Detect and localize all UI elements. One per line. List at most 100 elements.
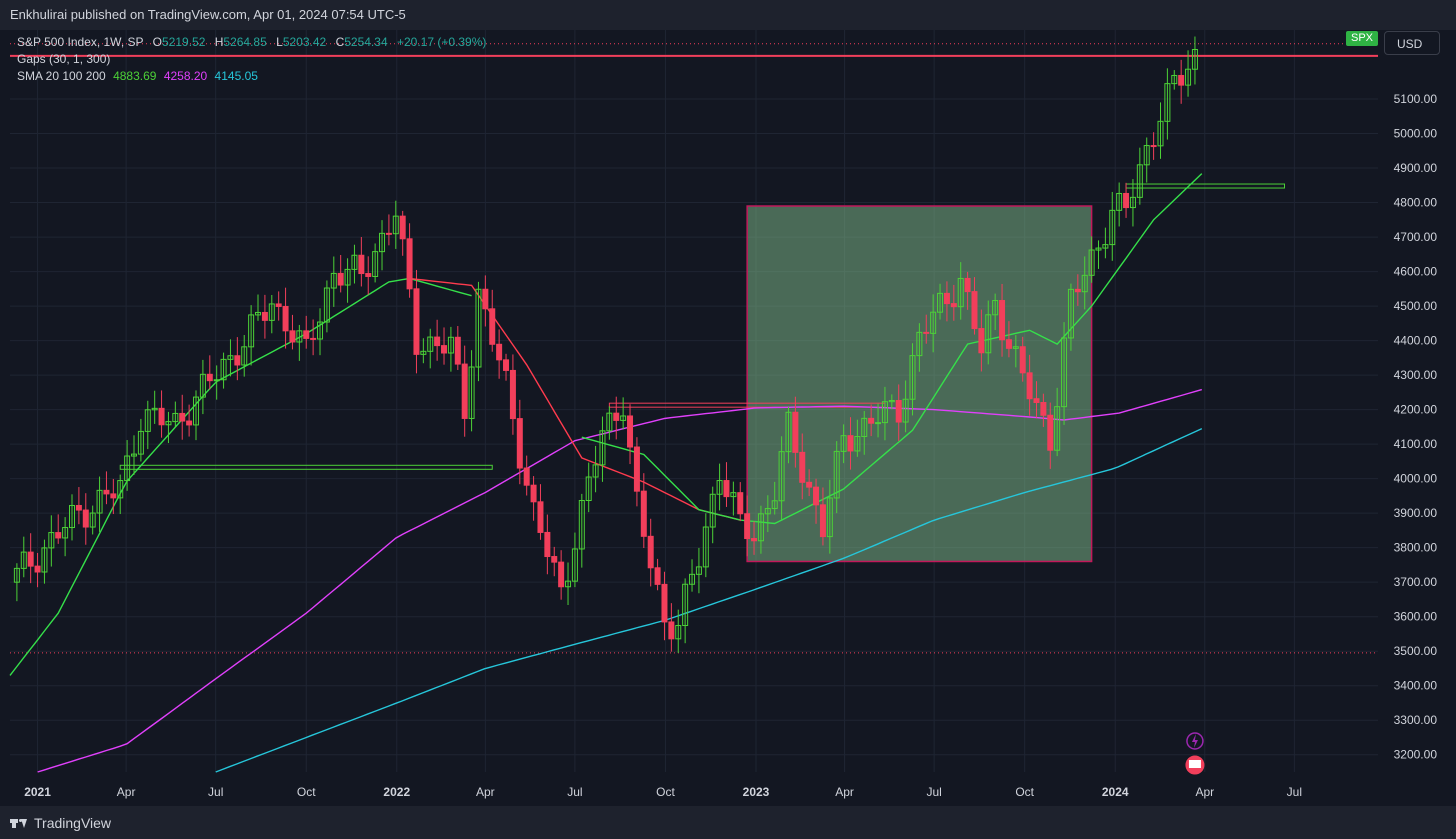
candle-body — [565, 580, 572, 588]
candle — [199, 359, 206, 415]
candle-body — [468, 366, 475, 419]
candle-body — [1157, 120, 1164, 147]
candle-body — [950, 303, 957, 308]
candle-body — [117, 480, 124, 499]
candle-body — [310, 337, 317, 340]
candle — [255, 294, 262, 321]
tradingview-logo-icon — [10, 817, 28, 829]
candle-body — [317, 321, 324, 340]
price-tick-label: 4600.00 — [1394, 265, 1438, 279]
candle — [310, 319, 317, 356]
lightning-event-icon — [1186, 732, 1204, 750]
candle — [833, 441, 840, 514]
candle-body — [255, 311, 262, 316]
symbol-badge: SPX — [1346, 31, 1378, 46]
candle-body — [372, 251, 379, 277]
legend-gaps-row[interactable]: Gaps (30, 1, 300) — [17, 51, 486, 68]
candle-body — [1171, 74, 1178, 85]
candle-body — [158, 407, 165, 426]
brand-bar: TradingView — [0, 806, 1456, 839]
candle-body — [441, 345, 448, 354]
candle — [1164, 68, 1171, 140]
legend-open-label: O — [152, 35, 162, 49]
candle — [420, 338, 427, 364]
candle — [1185, 50, 1192, 97]
candle-body — [55, 532, 62, 539]
candle — [1123, 182, 1130, 218]
candle — [365, 256, 372, 295]
candle-body — [358, 254, 365, 275]
candle — [1074, 274, 1081, 306]
candle — [689, 559, 696, 592]
candle-body — [999, 300, 1006, 341]
candle — [358, 237, 365, 287]
candle-body — [96, 489, 103, 514]
candle — [578, 493, 585, 568]
legend-ohlc-row[interactable]: S&P 500 Index, 1W, SP O5219.52 H5264.85 … — [17, 34, 486, 51]
candle-body — [819, 504, 826, 538]
candle — [937, 283, 944, 320]
candle — [1129, 179, 1136, 227]
candle — [633, 437, 640, 507]
candle — [1081, 256, 1088, 310]
currency-button[interactable]: USD — [1384, 31, 1440, 55]
candle-body — [785, 411, 792, 453]
candle-body — [647, 535, 654, 569]
candle-body — [599, 430, 606, 466]
candle — [20, 536, 27, 578]
candle — [516, 399, 523, 485]
candle — [503, 353, 510, 381]
price-tick-label: 3200.00 — [1394, 748, 1438, 762]
candle-body — [434, 336, 441, 347]
candle-body — [840, 435, 847, 452]
candle-body — [861, 417, 868, 437]
candle — [799, 433, 806, 500]
candle — [137, 418, 144, 462]
candle — [730, 481, 737, 516]
candle — [482, 275, 489, 327]
candle — [675, 609, 682, 653]
candle-body — [186, 420, 193, 426]
candle — [992, 293, 999, 331]
legend-high-label: H — [214, 35, 224, 49]
candle — [971, 277, 978, 335]
candle — [13, 563, 20, 602]
candle-body — [689, 573, 696, 585]
candle-body — [296, 330, 303, 343]
candle — [151, 390, 158, 424]
candle — [427, 328, 434, 369]
candle-body — [1040, 401, 1047, 416]
price-chart[interactable]: 3200.00 3300.00 3400.00 3500.00 3600.00 3700.… — [0, 30, 1456, 806]
candle — [165, 411, 172, 444]
candle — [682, 578, 689, 644]
candle-body — [227, 355, 234, 360]
candle-body — [799, 451, 806, 483]
candle — [193, 390, 200, 441]
candle — [131, 435, 138, 475]
candle — [1143, 137, 1150, 183]
time-tick-label: 2023 — [743, 785, 770, 799]
candle-body — [27, 551, 34, 567]
legend-sma-row[interactable]: SMA 20 100 200 4883.69 4258.20 4145.05 — [17, 68, 486, 85]
candle — [999, 283, 1006, 357]
candle-body — [124, 455, 131, 482]
candle-body — [613, 412, 620, 421]
candle-body — [482, 288, 489, 310]
candle — [957, 262, 964, 320]
price-tick-label: 4800.00 — [1394, 196, 1438, 210]
candle-body — [427, 336, 434, 352]
candle-body — [930, 311, 937, 334]
candle — [179, 394, 186, 440]
candle-body — [895, 400, 902, 423]
candle-body — [943, 292, 950, 305]
candle — [1054, 387, 1061, 457]
candle-body — [571, 548, 578, 582]
candle — [875, 403, 882, 438]
candle — [647, 518, 654, 587]
candle — [186, 404, 193, 437]
candle-body — [620, 415, 627, 421]
time-tick-label: Jul — [567, 785, 582, 799]
candle-body — [1074, 288, 1081, 293]
candle-body — [420, 350, 427, 355]
legend-sma200: 4145.05 — [214, 69, 258, 83]
